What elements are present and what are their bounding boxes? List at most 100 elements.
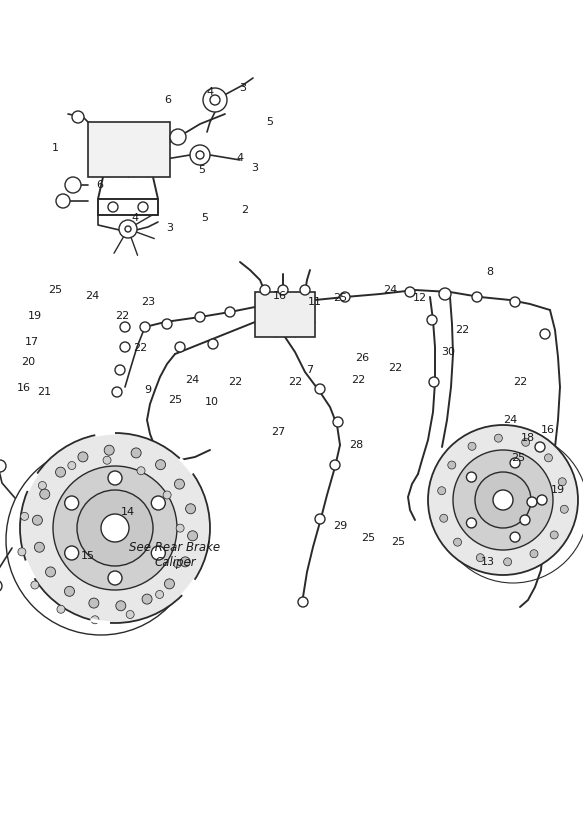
Circle shape [119, 220, 137, 238]
Circle shape [466, 472, 476, 482]
Text: 25: 25 [333, 293, 347, 303]
Circle shape [120, 322, 130, 332]
Circle shape [468, 442, 476, 450]
Circle shape [333, 417, 343, 427]
Text: 15: 15 [81, 551, 95, 561]
Circle shape [510, 297, 520, 307]
Circle shape [57, 606, 65, 613]
Circle shape [190, 145, 210, 165]
Circle shape [466, 518, 476, 528]
Text: 27: 27 [271, 427, 285, 437]
Text: 17: 17 [25, 337, 39, 347]
Circle shape [78, 452, 88, 462]
Circle shape [108, 202, 118, 212]
Text: 25: 25 [168, 395, 182, 405]
Circle shape [472, 292, 482, 302]
Circle shape [65, 496, 79, 510]
Circle shape [429, 377, 439, 387]
Circle shape [545, 454, 553, 461]
Text: 5: 5 [198, 165, 205, 175]
Circle shape [454, 538, 462, 546]
Circle shape [475, 472, 531, 528]
Circle shape [427, 315, 437, 325]
Circle shape [18, 548, 26, 556]
Text: 24: 24 [383, 285, 397, 295]
Circle shape [162, 319, 172, 329]
Circle shape [65, 587, 75, 597]
Circle shape [72, 111, 84, 123]
Circle shape [208, 339, 218, 349]
Circle shape [89, 598, 99, 608]
Circle shape [137, 466, 145, 475]
Text: 7: 7 [307, 365, 314, 375]
Text: 22: 22 [513, 377, 527, 387]
Text: 22: 22 [133, 343, 147, 353]
Circle shape [68, 461, 76, 470]
Circle shape [33, 515, 43, 525]
Text: 22: 22 [455, 325, 469, 335]
Circle shape [126, 611, 134, 619]
Text: 25: 25 [361, 533, 375, 543]
Circle shape [203, 88, 227, 112]
Circle shape [300, 285, 310, 295]
Circle shape [494, 434, 503, 442]
Text: 24: 24 [185, 375, 199, 385]
Text: 5: 5 [202, 213, 209, 223]
Circle shape [55, 467, 65, 477]
Text: 4: 4 [237, 153, 244, 163]
Text: 6: 6 [97, 180, 104, 190]
Text: 12: 12 [413, 293, 427, 303]
Text: 13: 13 [481, 557, 495, 567]
Circle shape [520, 515, 530, 525]
Circle shape [176, 524, 184, 532]
Circle shape [56, 194, 70, 208]
Text: 22: 22 [388, 363, 402, 373]
Circle shape [125, 226, 131, 232]
Text: 19: 19 [551, 485, 565, 495]
Circle shape [559, 478, 566, 486]
Circle shape [530, 550, 538, 558]
Circle shape [0, 580, 2, 592]
Circle shape [164, 578, 174, 589]
Text: 6: 6 [164, 95, 171, 105]
Circle shape [225, 307, 235, 317]
Circle shape [108, 571, 122, 585]
Circle shape [439, 288, 451, 300]
Circle shape [34, 542, 44, 552]
Circle shape [77, 490, 153, 566]
Circle shape [504, 558, 512, 566]
Circle shape [152, 546, 166, 560]
Text: 22: 22 [351, 375, 365, 385]
Circle shape [20, 433, 210, 623]
Circle shape [91, 616, 99, 624]
Circle shape [173, 559, 181, 568]
Circle shape [40, 489, 50, 499]
Text: 22: 22 [115, 311, 129, 321]
Text: 2: 2 [241, 205, 248, 215]
Text: 30: 30 [441, 347, 455, 357]
Text: 4: 4 [131, 213, 139, 223]
Circle shape [152, 496, 166, 510]
Text: 3: 3 [167, 223, 174, 233]
Circle shape [174, 479, 184, 489]
Text: 28: 28 [349, 440, 363, 450]
Text: 19: 19 [28, 311, 42, 321]
Circle shape [65, 177, 81, 193]
Circle shape [440, 514, 448, 522]
Circle shape [115, 365, 125, 375]
Text: 24: 24 [85, 291, 99, 301]
Circle shape [278, 285, 288, 295]
Circle shape [65, 546, 79, 560]
Text: 16: 16 [17, 383, 31, 393]
Text: 3: 3 [240, 83, 247, 93]
Circle shape [196, 151, 204, 159]
Text: 23: 23 [141, 297, 155, 307]
Text: 1: 1 [51, 143, 58, 153]
Circle shape [476, 554, 484, 562]
Circle shape [210, 95, 220, 105]
Circle shape [140, 322, 150, 332]
Text: 16: 16 [541, 425, 555, 435]
Circle shape [112, 387, 122, 397]
Circle shape [20, 513, 29, 521]
Circle shape [510, 458, 520, 468]
